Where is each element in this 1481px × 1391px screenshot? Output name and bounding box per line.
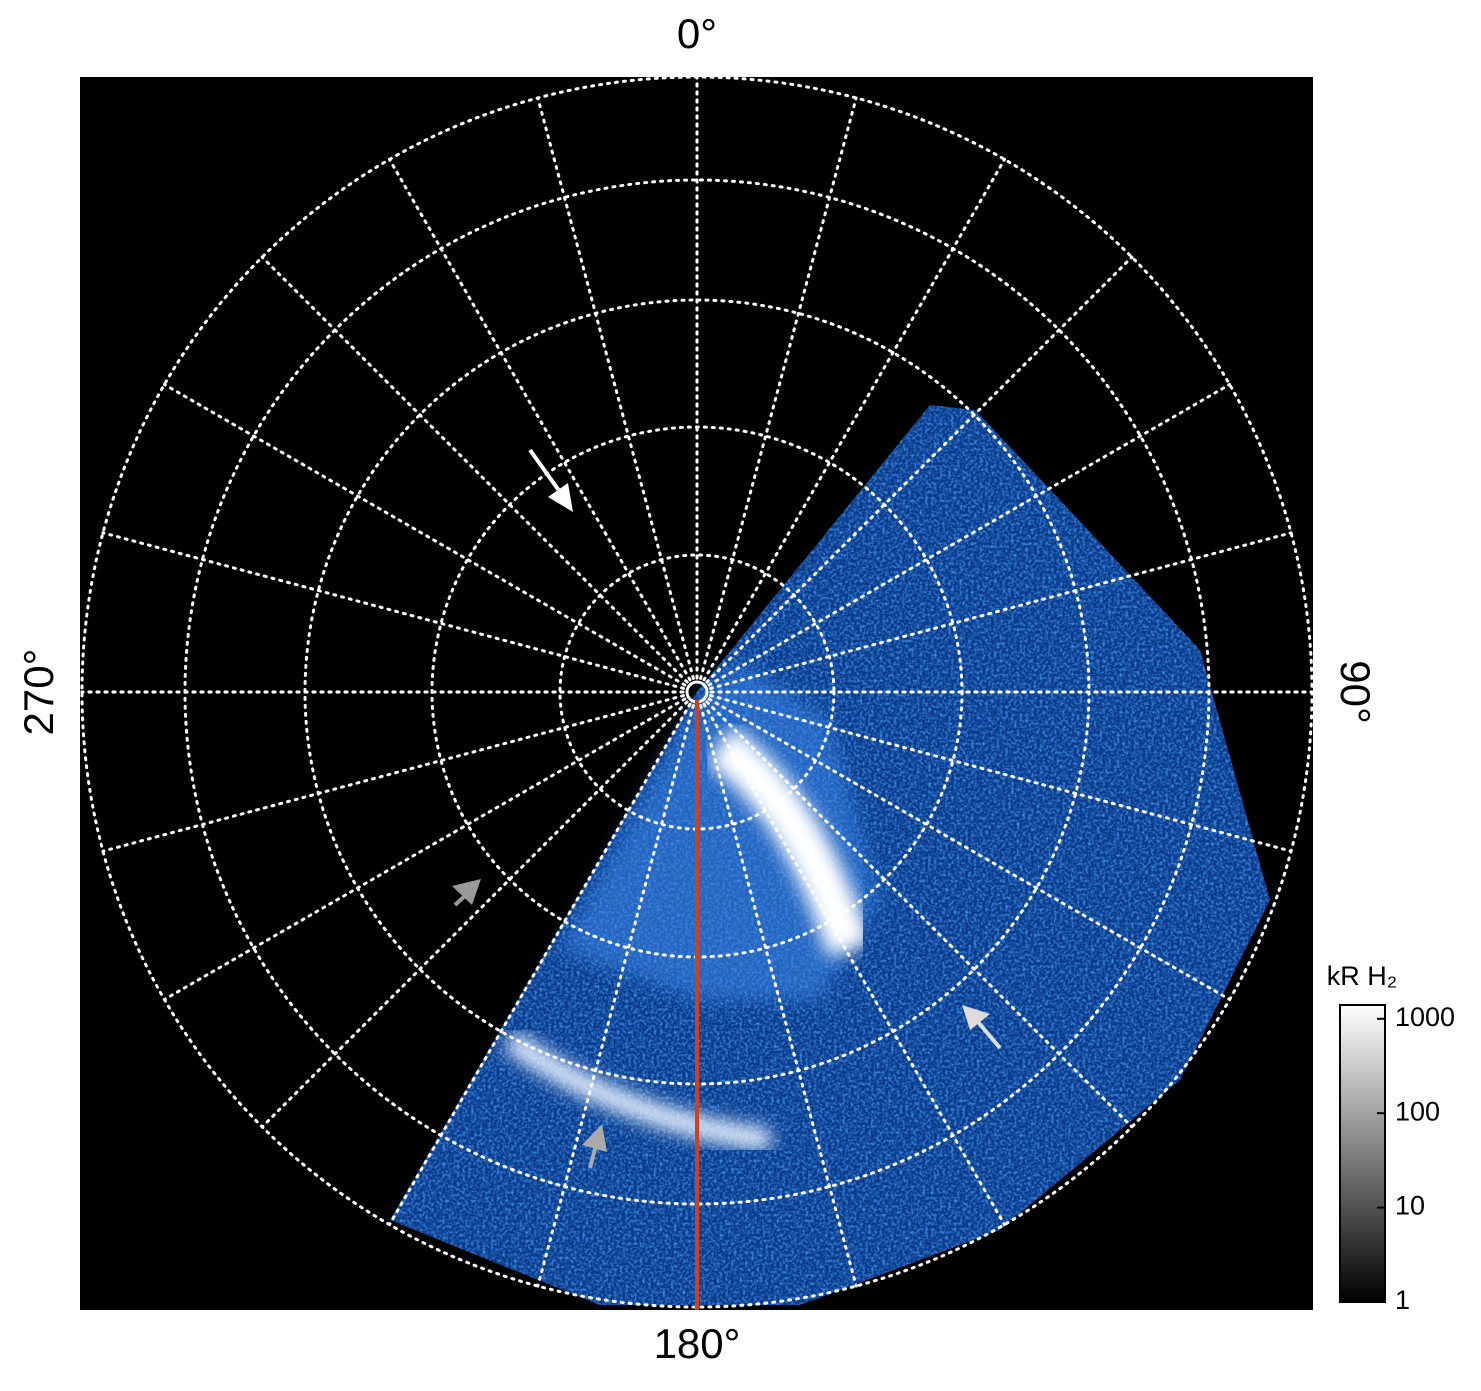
arrow — [962, 1005, 990, 1030]
colorbar-tick-label: 1000 — [1395, 1002, 1455, 1032]
arrow — [548, 483, 573, 512]
colorbar — [1339, 1004, 1386, 1303]
colorbar-tick-label: 100 — [1395, 1096, 1440, 1126]
aurora-image — [390, 405, 1270, 1305]
angular-tick-label: 180° — [654, 1320, 741, 1367]
colorbar-tick-label: 10 — [1395, 1191, 1425, 1221]
angular-tick-label: 0° — [677, 10, 717, 57]
bright-region — [560, 660, 880, 1000]
arrow — [582, 1124, 607, 1152]
angular-tick-label: 90° — [1332, 660, 1379, 724]
colorbar-label: kR H₂ — [1327, 961, 1397, 991]
colorbar-tick-label: 1 — [1395, 1285, 1410, 1315]
arrow — [452, 879, 481, 905]
main-oval — [706, 726, 872, 958]
arrows — [452, 448, 1002, 1169]
secondary-arc — [503, 1031, 772, 1151]
angular-tick-label: 270° — [15, 649, 62, 736]
